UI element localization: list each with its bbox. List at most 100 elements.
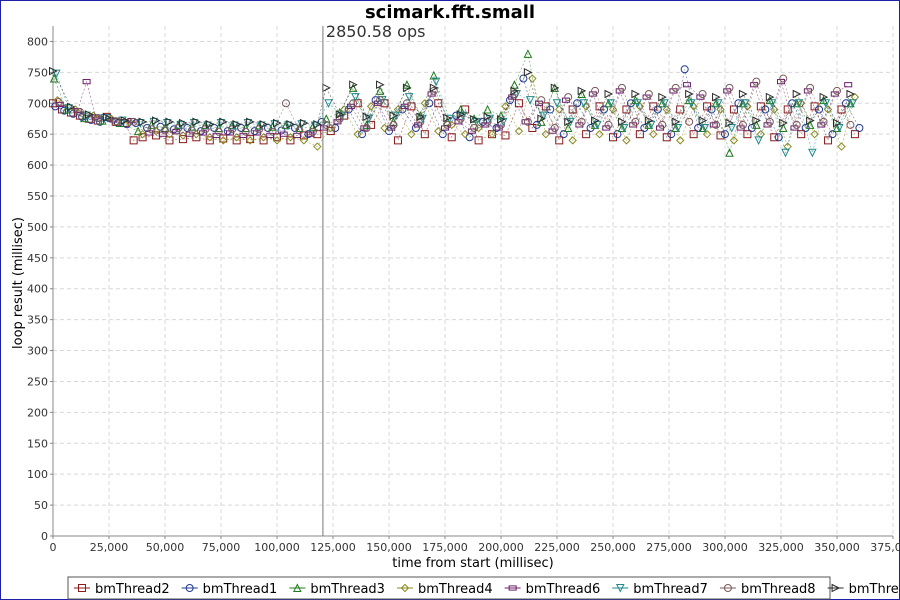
data-point — [631, 117, 640, 126]
data-point — [658, 120, 667, 129]
data-point — [519, 74, 528, 83]
data-point — [577, 86, 587, 96]
data-point — [698, 116, 708, 125]
data-point — [219, 136, 228, 145]
data-point — [255, 125, 264, 134]
data-point — [806, 116, 815, 125]
data-point — [376, 80, 385, 90]
y-tick-label: 150 — [27, 437, 48, 450]
axes — [52, 26, 893, 537]
data-point — [828, 130, 837, 139]
x-tick-label: 100,000 — [254, 541, 300, 554]
data-point — [808, 148, 817, 158]
data-point — [797, 130, 806, 139]
series-line — [58, 77, 851, 133]
x-tick-label: 250,000 — [590, 541, 636, 554]
data-point — [111, 117, 120, 126]
x-tick-label: 150,000 — [366, 541, 412, 554]
y-tick-label: 250 — [27, 375, 48, 388]
data-point — [765, 92, 775, 102]
data-point — [752, 116, 761, 125]
data-point — [819, 92, 829, 102]
data-point — [792, 98, 801, 108]
data-point — [698, 123, 707, 132]
y-tick-label: 600 — [27, 159, 48, 172]
data-point — [617, 83, 626, 92]
y-ticks: 0 50 100 150 200 250 300 350 400 450 500 550 600 650 7… — [27, 35, 53, 543]
data-point — [673, 124, 683, 133]
data-point — [779, 118, 788, 128]
data-point — [631, 89, 641, 99]
data-point — [671, 117, 681, 127]
data-point — [579, 99, 589, 108]
data-point — [259, 136, 268, 145]
data-point — [470, 124, 479, 132]
data-point — [552, 99, 562, 108]
legend-item: bmThread4 — [396, 582, 493, 597]
data-point — [102, 113, 112, 122]
data-point — [349, 80, 358, 90]
chart-title: scimark.fft.small — [365, 2, 535, 23]
data-point — [738, 120, 747, 129]
data-point — [725, 118, 735, 128]
x-ticks: 0 25,000 50,000 75,000 100,000 125,000 150,000… — [50, 536, 900, 554]
data-point — [660, 99, 669, 108]
data-point — [165, 136, 174, 145]
data-point — [331, 124, 340, 132]
data-point — [649, 129, 658, 139]
data-point — [676, 105, 685, 114]
data-point — [591, 86, 600, 95]
data-point — [712, 120, 721, 129]
x-tick-label: 125,000 — [310, 541, 356, 554]
data-point — [445, 114, 454, 124]
data-point — [521, 119, 530, 125]
x-tick-label: 175,000 — [422, 541, 468, 554]
data-point — [93, 114, 102, 123]
legend-item: bmThread7 — [612, 582, 708, 597]
data-point — [133, 126, 143, 136]
data-point — [389, 120, 398, 129]
data-point — [700, 124, 710, 133]
data-point — [201, 120, 210, 129]
data-point — [523, 117, 532, 126]
data-point — [259, 119, 269, 129]
data-point — [573, 99, 582, 108]
data-point — [474, 136, 483, 145]
data-point — [178, 118, 188, 128]
data-point — [73, 108, 82, 114]
data-point — [709, 122, 718, 128]
data-point — [819, 117, 828, 126]
y-tick-label: 550 — [27, 190, 48, 203]
y-tick-label: 0 — [41, 530, 48, 543]
series-line — [56, 73, 853, 154]
data-point — [54, 98, 63, 107]
legend-item: bmThread3 — [289, 582, 385, 597]
data-point — [841, 99, 850, 108]
data-point — [228, 125, 237, 134]
legend-label: bmThread6 — [526, 582, 601, 597]
data-point — [279, 131, 288, 137]
data-point — [62, 104, 71, 114]
x-axis-label: time from start (millisec) — [392, 556, 553, 571]
data-point — [174, 124, 183, 132]
y-tick-label: 450 — [27, 252, 48, 265]
data-point — [268, 127, 277, 136]
x-tick-label: 350,000 — [814, 541, 860, 554]
data-point — [470, 115, 479, 124]
data-point — [716, 131, 725, 140]
data-point — [281, 99, 290, 108]
data-point — [443, 120, 452, 129]
data-point — [514, 126, 524, 136]
data-point — [761, 105, 770, 114]
data-point — [687, 99, 696, 108]
data-point — [281, 120, 291, 129]
data-point — [443, 113, 452, 123]
data-point — [429, 83, 439, 93]
data-point — [321, 114, 331, 123]
y-tick-label: 650 — [27, 128, 48, 141]
legend-marker — [831, 583, 841, 593]
data-point — [815, 105, 824, 114]
data-point — [456, 114, 465, 123]
data-point — [765, 117, 774, 126]
data-point — [425, 99, 434, 108]
